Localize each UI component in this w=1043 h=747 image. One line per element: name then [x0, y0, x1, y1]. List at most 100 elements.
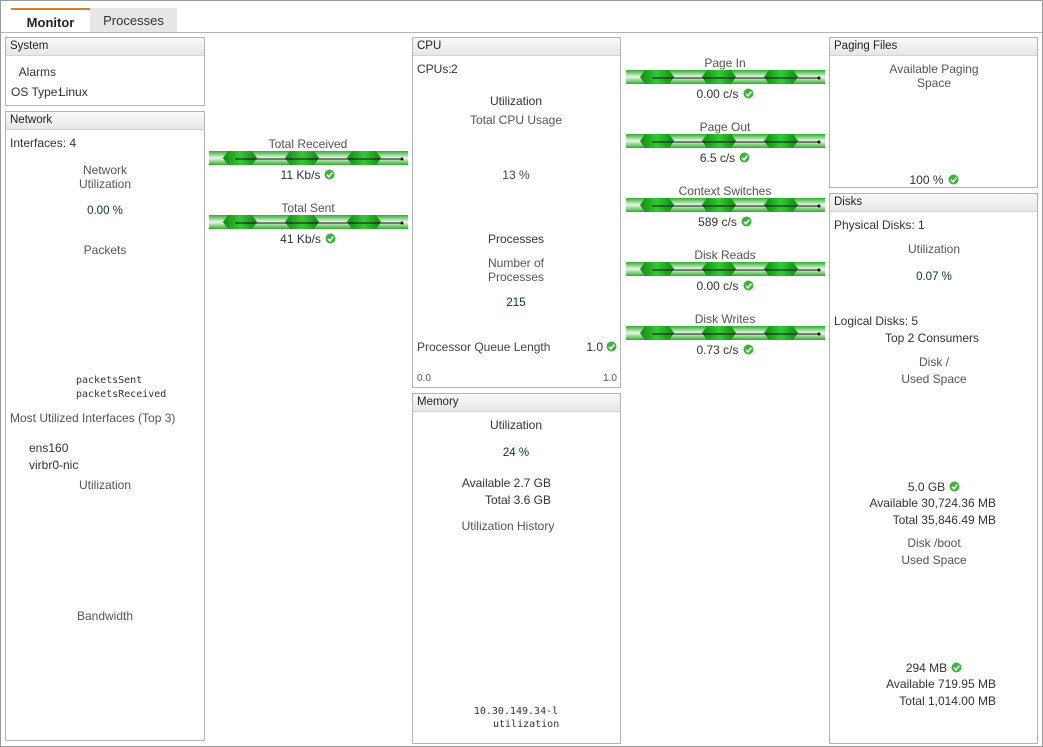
label: 2 — [451, 62, 458, 76]
gauge-value: 24 % — [502, 447, 530, 459]
ok-icon — [949, 481, 960, 492]
panel-title: Disks — [830, 194, 1037, 212]
ok-icon — [948, 174, 959, 185]
label: Top 2 Consumers — [884, 331, 980, 345]
value: 5.0 GB — [834, 480, 1034, 494]
strip-segment — [702, 326, 736, 340]
label: CPUs: — [417, 62, 452, 76]
panel-title: CPU — [413, 38, 620, 56]
label: Utilization History — [461, 519, 555, 533]
strip-segment — [640, 198, 674, 212]
label: Packets — [83, 243, 127, 257]
value: 41 Kb/s — [208, 232, 408, 246]
ok-icon — [741, 216, 752, 227]
ok-circle — [741, 216, 752, 227]
panel: Disks — [829, 193, 1038, 744]
ok-tick — [608, 344, 615, 351]
ok-tick — [744, 91, 752, 98]
label: Utilization — [907, 242, 961, 256]
panel-title: Memory — [413, 394, 620, 412]
ok-icon — [743, 344, 754, 355]
value: 41 Kb/s — [280, 232, 321, 246]
label: Total 3.6 GB — [484, 493, 551, 507]
ok-tick — [741, 155, 749, 162]
ok-circle — [743, 88, 754, 99]
trend-end — [400, 157, 404, 161]
ok-icon — [739, 152, 750, 163]
label: Total 1,014.00 MB — [899, 694, 996, 708]
gauge-value: 0.00 % — [87, 205, 123, 217]
gauge-value: 13 % — [502, 168, 530, 182]
strip-segment — [347, 215, 381, 229]
label: 1.0 — [586, 340, 603, 354]
value: 11 Kb/s — [280, 168, 321, 182]
ok-circle — [743, 344, 754, 355]
ok-icon — [743, 280, 754, 291]
value: 0.00 c/s — [696, 279, 739, 293]
panel: CPU — [412, 37, 621, 388]
strip-segment — [764, 198, 798, 212]
ok-circle — [324, 169, 335, 180]
label: Most Utilized Interfaces (Top 3) — [10, 411, 176, 425]
trend-end — [817, 76, 821, 80]
label: ens160 — [29, 441, 69, 455]
gauge-value: 0.07 % — [916, 271, 952, 283]
value: 0.00 c/s — [625, 87, 825, 101]
tab-processes[interactable]: Processes — [90, 8, 177, 32]
label: Context Switches — [678, 184, 772, 198]
label: Disk /boot — [907, 536, 961, 550]
value: 6.5 c/s — [699, 151, 736, 165]
trend-end — [817, 332, 821, 336]
gauge-value: 215 — [506, 297, 526, 309]
label: Total Sent — [281, 201, 335, 215]
label: Utilization — [78, 478, 132, 492]
value: 100 % — [834, 173, 1034, 187]
value: 5.0 GB — [907, 480, 946, 494]
ok-icon — [324, 169, 335, 180]
label: virbr0-nic — [29, 458, 79, 472]
value: 589 c/s — [625, 215, 825, 229]
ok-circle — [949, 481, 960, 492]
ok-icon — [951, 662, 962, 673]
label: Interfaces: 4 — [10, 136, 77, 150]
strip-segment — [285, 151, 319, 165]
ok-tick — [743, 219, 750, 226]
value: 294 MB — [905, 661, 948, 675]
label: 10.30.149.34-l — [473, 706, 559, 717]
label: OS Type: — [11, 85, 61, 99]
value: 294 MB — [834, 661, 1034, 675]
ok-circle — [743, 280, 754, 291]
ok-icon-wrap — [602, 340, 617, 354]
tab-monitor[interactable]: Monitor — [11, 8, 90, 32]
label: Used Space — [901, 372, 967, 386]
panel: System — [5, 37, 205, 106]
panel: Memory — [412, 393, 621, 744]
legend-label: packetsSent — [76, 375, 143, 386]
panel-title: Paging Files — [830, 38, 1037, 56]
label: Disk Reads — [694, 248, 756, 262]
ok-circle — [606, 341, 617, 352]
ok-icon — [606, 341, 617, 352]
strip-segment — [702, 70, 736, 84]
label: Processes — [487, 232, 545, 246]
label: Available 30,724.36 MB — [869, 496, 996, 510]
ok-tick — [327, 236, 334, 243]
ok-tick — [744, 283, 752, 290]
strip-segment — [702, 198, 736, 212]
trend-end — [400, 221, 404, 225]
trend-end — [817, 140, 821, 144]
label: Utilization — [489, 418, 543, 432]
ok-circle — [951, 662, 962, 673]
ok-tick — [744, 347, 752, 354]
label: Available 2.7 GB — [461, 476, 551, 490]
strip-segment — [764, 326, 798, 340]
value: 11 Kb/s — [208, 168, 408, 182]
panel: Paging Files — [829, 37, 1038, 188]
ok-circle — [948, 174, 959, 185]
value: 6.5 c/s — [625, 151, 825, 165]
label: Disk Writes — [694, 312, 756, 326]
label: Total Received — [268, 137, 348, 151]
label: Physical Disks: 1 — [834, 218, 925, 232]
label: Total 35,846.49 MB — [892, 513, 996, 527]
